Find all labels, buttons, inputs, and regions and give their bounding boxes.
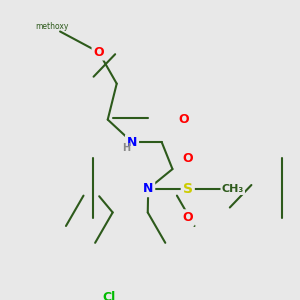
Text: O: O: [182, 152, 193, 165]
Text: S: S: [183, 182, 193, 196]
Text: O: O: [93, 46, 104, 59]
Text: CH₃: CH₃: [222, 184, 244, 194]
Text: N: N: [127, 136, 137, 148]
Text: Cl: Cl: [102, 291, 115, 300]
Text: methoxy: methoxy: [35, 22, 69, 31]
Text: H: H: [123, 143, 131, 153]
Text: O: O: [178, 113, 189, 126]
Text: O: O: [182, 211, 193, 224]
Text: N: N: [143, 182, 153, 195]
